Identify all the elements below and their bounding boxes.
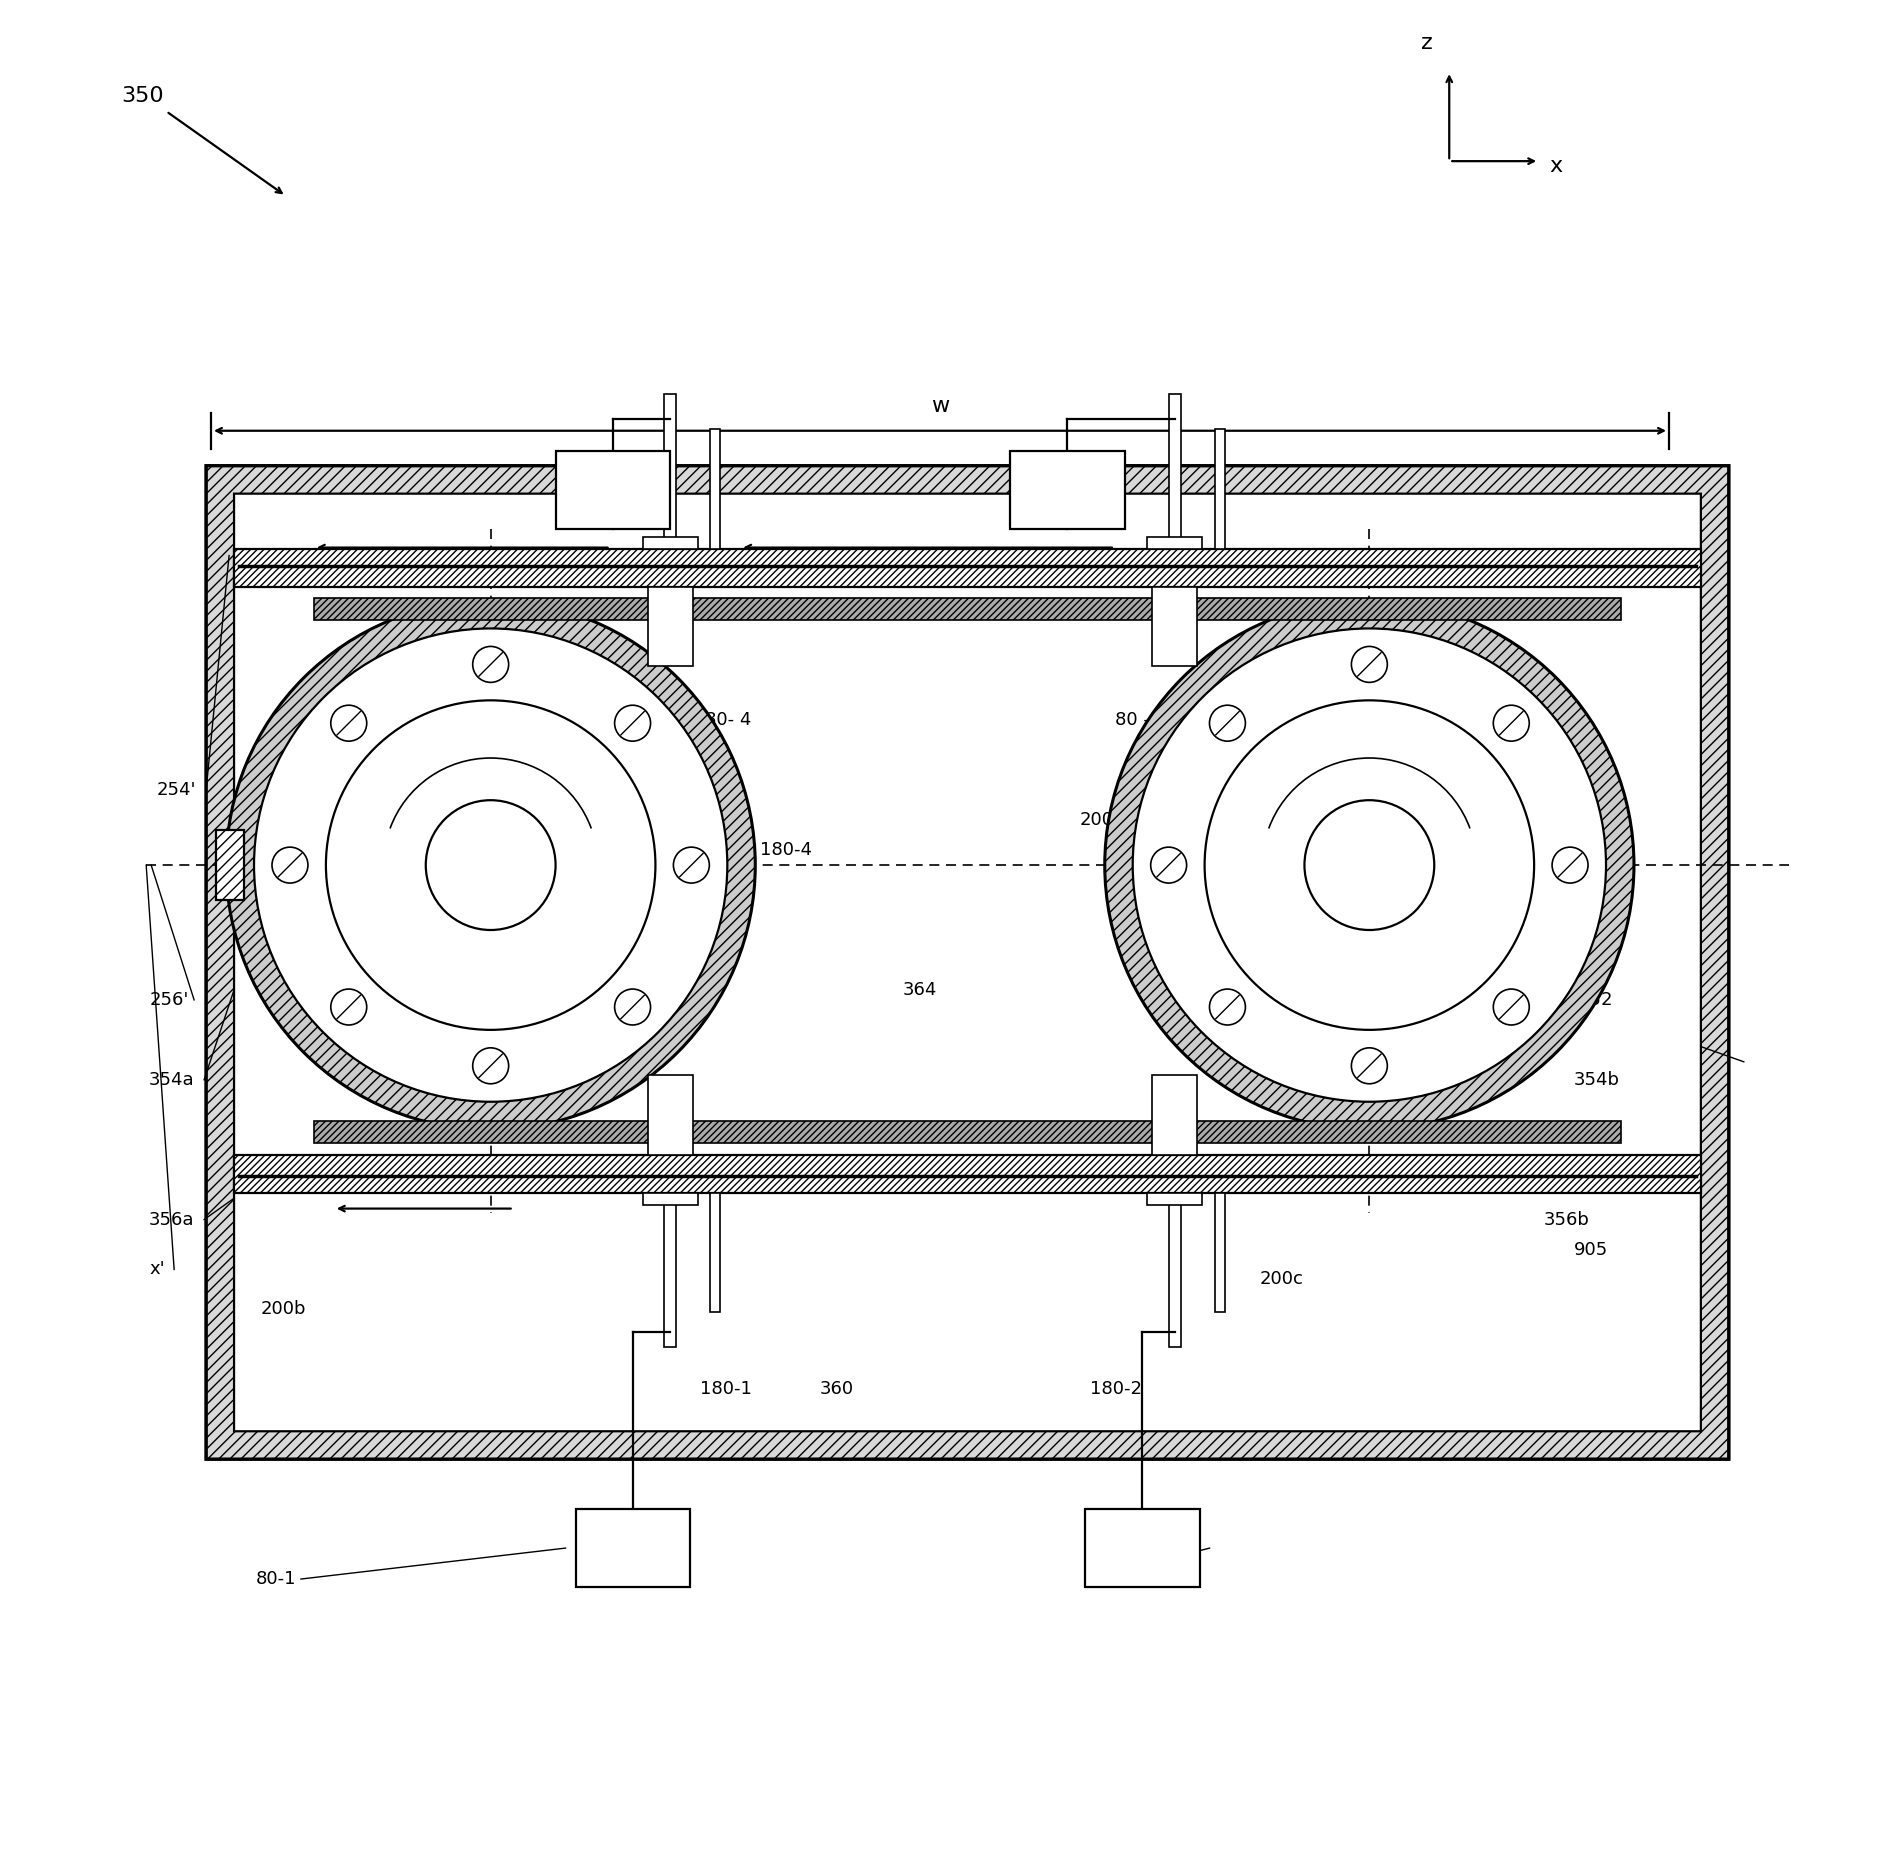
Bar bbox=[216, 831, 245, 900]
Text: 80- 4: 80- 4 bbox=[706, 711, 751, 730]
Bar bbox=[555, 450, 670, 528]
Circle shape bbox=[472, 1047, 508, 1083]
Bar bbox=[1214, 429, 1223, 549]
Text: 80-2: 80-2 bbox=[1093, 1570, 1135, 1589]
Circle shape bbox=[425, 801, 555, 930]
Bar bbox=[1146, 1193, 1201, 1204]
Text: 200c: 200c bbox=[1259, 1270, 1302, 1288]
Text: 356b: 356b bbox=[1543, 1210, 1588, 1228]
Bar bbox=[664, 394, 676, 549]
Text: 356a: 356a bbox=[149, 1210, 194, 1228]
Circle shape bbox=[1351, 1047, 1387, 1083]
Circle shape bbox=[1150, 848, 1186, 883]
FancyBboxPatch shape bbox=[205, 465, 1728, 1460]
Text: B: B bbox=[1060, 480, 1075, 500]
Circle shape bbox=[1133, 629, 1605, 1102]
Circle shape bbox=[326, 700, 655, 1031]
Bar bbox=[314, 1120, 1620, 1143]
Text: 362: 362 bbox=[1329, 801, 1363, 820]
Text: 358: 358 bbox=[1507, 792, 1543, 808]
Circle shape bbox=[1208, 990, 1244, 1025]
Bar bbox=[1169, 1193, 1180, 1348]
Circle shape bbox=[1492, 990, 1528, 1025]
Text: 360: 360 bbox=[821, 1380, 854, 1398]
Text: 905: 905 bbox=[1573, 1240, 1607, 1258]
Bar bbox=[1214, 1193, 1223, 1313]
Circle shape bbox=[614, 990, 649, 1025]
Text: 200a: 200a bbox=[280, 795, 326, 814]
Text: 200b: 200b bbox=[262, 1301, 307, 1318]
Text: 180-3: 180-3 bbox=[391, 831, 442, 849]
Circle shape bbox=[331, 990, 367, 1025]
Circle shape bbox=[1351, 646, 1387, 681]
Bar bbox=[642, 536, 698, 549]
Circle shape bbox=[271, 848, 309, 883]
Text: 200d: 200d bbox=[1078, 810, 1125, 829]
Bar bbox=[710, 1193, 721, 1313]
Bar bbox=[1084, 1509, 1199, 1587]
Circle shape bbox=[472, 646, 508, 681]
Bar bbox=[710, 429, 721, 549]
Circle shape bbox=[1304, 801, 1434, 930]
Circle shape bbox=[1105, 601, 1634, 1130]
Circle shape bbox=[614, 706, 649, 741]
Text: 350: 350 bbox=[120, 86, 164, 106]
Text: z: z bbox=[1421, 34, 1432, 54]
Bar bbox=[233, 1154, 1699, 1193]
Text: 256': 256' bbox=[149, 991, 188, 1008]
Text: 180-4: 180-4 bbox=[760, 842, 811, 859]
Bar bbox=[1169, 394, 1180, 549]
Text: 354a: 354a bbox=[149, 1072, 194, 1088]
Text: 354b: 354b bbox=[1573, 1072, 1619, 1088]
Bar bbox=[1009, 450, 1124, 528]
Text: 254': 254' bbox=[156, 780, 196, 799]
Bar bbox=[647, 586, 693, 667]
Bar bbox=[314, 599, 1620, 620]
Circle shape bbox=[1208, 706, 1244, 741]
Text: P: P bbox=[606, 480, 619, 500]
Circle shape bbox=[1204, 700, 1534, 1031]
Bar bbox=[642, 1193, 698, 1204]
Bar bbox=[1146, 536, 1201, 549]
Text: x: x bbox=[1549, 157, 1562, 175]
Text: 258': 258' bbox=[277, 732, 314, 749]
Circle shape bbox=[674, 848, 710, 883]
Circle shape bbox=[1551, 848, 1587, 883]
Bar bbox=[664, 1193, 676, 1348]
Bar bbox=[576, 1509, 691, 1587]
Text: 80-1: 80-1 bbox=[256, 1570, 295, 1589]
FancyBboxPatch shape bbox=[233, 493, 1699, 1432]
Circle shape bbox=[226, 601, 755, 1130]
Bar bbox=[1152, 586, 1197, 667]
Text: 180-2: 180-2 bbox=[1090, 1380, 1140, 1398]
Circle shape bbox=[1492, 706, 1528, 741]
Circle shape bbox=[331, 706, 367, 741]
Bar bbox=[1152, 1075, 1197, 1154]
Text: 180-1: 180-1 bbox=[700, 1380, 751, 1398]
Text: 352: 352 bbox=[1579, 991, 1613, 1008]
Text: 80 - 3: 80 - 3 bbox=[1114, 711, 1167, 730]
Text: 364: 364 bbox=[901, 980, 937, 999]
Bar bbox=[233, 549, 1699, 586]
Bar bbox=[647, 1075, 693, 1154]
Text: A: A bbox=[625, 1538, 640, 1559]
Circle shape bbox=[254, 629, 726, 1102]
Text: x': x' bbox=[149, 1260, 166, 1279]
Text: w: w bbox=[930, 396, 949, 416]
Text: P: P bbox=[1135, 1538, 1148, 1559]
